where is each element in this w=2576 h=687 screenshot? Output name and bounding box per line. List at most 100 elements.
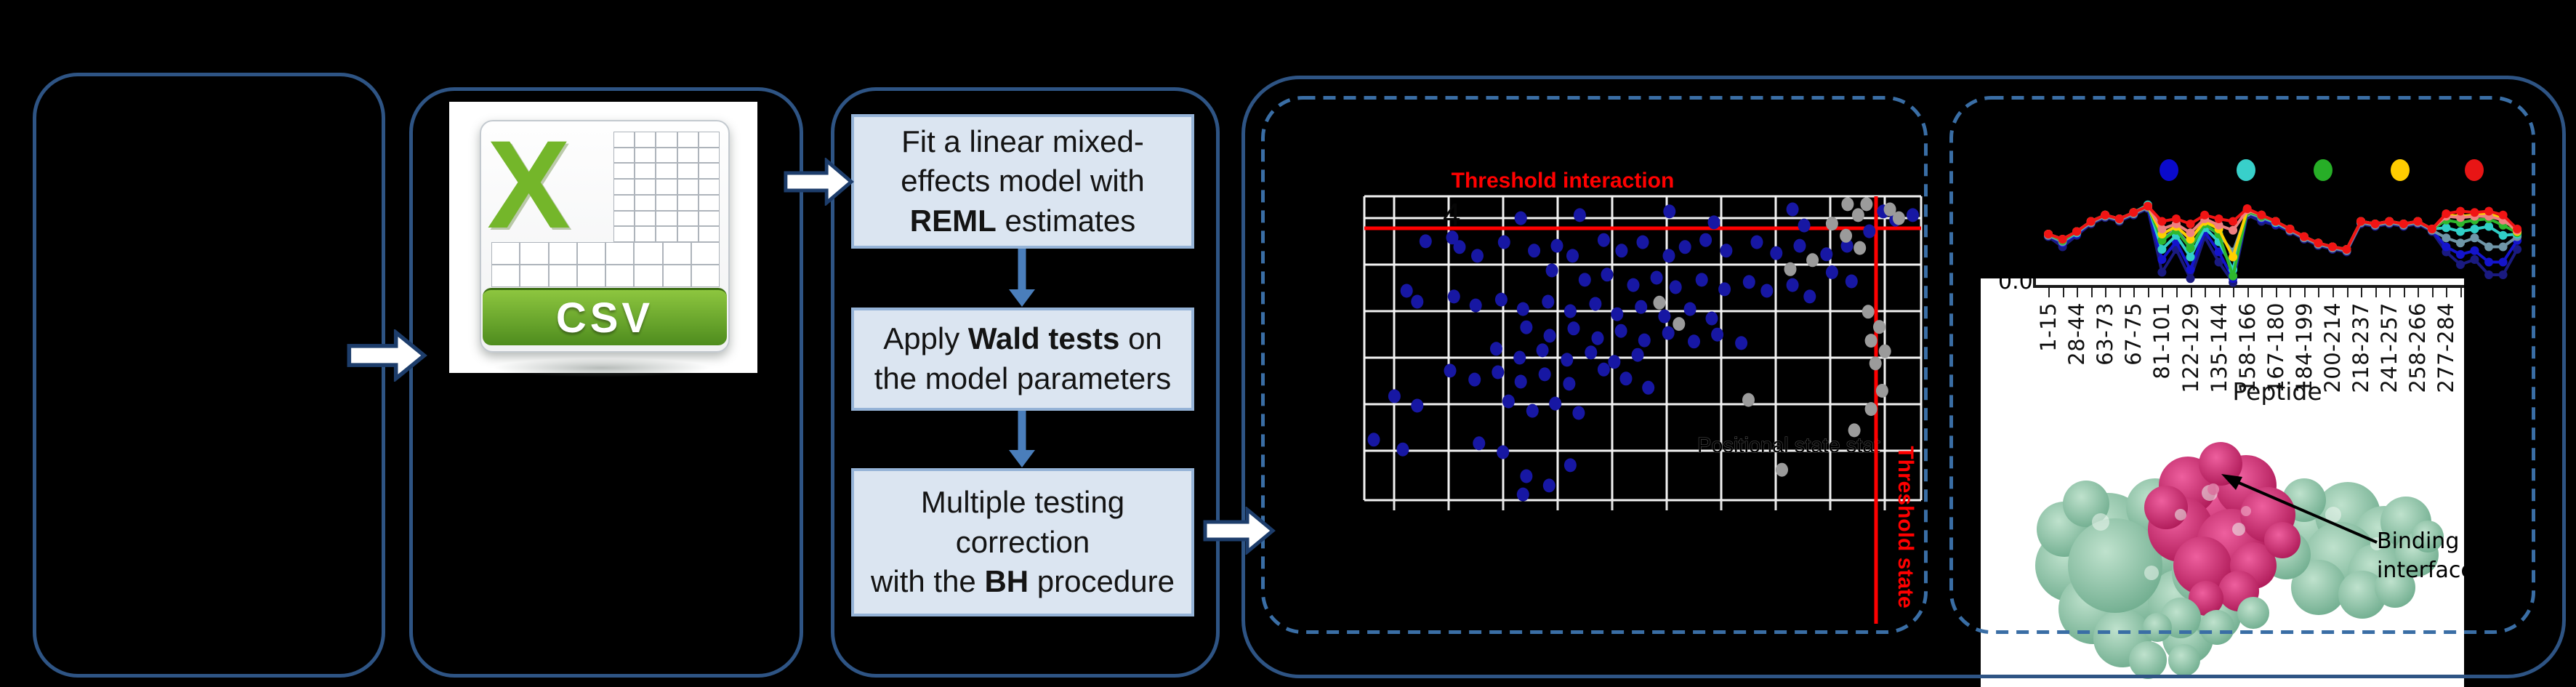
uptake-marker bbox=[2456, 227, 2465, 236]
grid-cell bbox=[634, 242, 663, 265]
grid-cell bbox=[656, 179, 677, 195]
grid-cell bbox=[691, 242, 720, 265]
uptake-marker bbox=[2157, 236, 2167, 245]
flow-step-bh-line2: correction bbox=[955, 524, 1090, 559]
grid-cell bbox=[698, 226, 720, 242]
grid-cell bbox=[613, 163, 635, 180]
x-axis-tick bbox=[2446, 288, 2448, 297]
scatter-point bbox=[1543, 329, 1556, 343]
scatter-point bbox=[1825, 217, 1838, 231]
uptake-marker bbox=[2456, 250, 2465, 259]
csv-icon-shadow bbox=[493, 358, 711, 377]
uptake-marker bbox=[2427, 225, 2436, 233]
scatter-point bbox=[1770, 246, 1783, 260]
uptake-marker bbox=[2470, 246, 2479, 255]
csv-image: X CSV bbox=[449, 102, 757, 377]
scatter-point bbox=[1883, 202, 1896, 217]
scatter-point bbox=[1567, 321, 1580, 336]
flow-step-reml-line3: REML estimates bbox=[909, 203, 1136, 238]
x-axis-tick bbox=[2261, 288, 2263, 297]
protein-lobe bbox=[2291, 560, 2346, 615]
scatter-point bbox=[1520, 469, 1533, 483]
scatter-point bbox=[1615, 244, 1628, 258]
protein-highlight bbox=[2207, 483, 2219, 495]
uptake-marker bbox=[2456, 206, 2465, 216]
legend-dot bbox=[2465, 159, 2484, 181]
uptake-marker bbox=[2442, 242, 2451, 252]
grid-cell bbox=[691, 265, 720, 287]
scatter-point bbox=[1853, 241, 1867, 255]
protein-lobe bbox=[2237, 597, 2269, 629]
stats-flow-box bbox=[831, 87, 1220, 678]
uptake-marker bbox=[2498, 230, 2508, 240]
x-axis-tick bbox=[2333, 288, 2334, 297]
scatter-point bbox=[1471, 249, 1484, 263]
x-axis-tick bbox=[2105, 288, 2107, 297]
spreadsheet-grid-icon bbox=[613, 132, 720, 242]
scatter-point bbox=[1699, 233, 1712, 247]
scatter-point bbox=[1526, 403, 1539, 418]
uptake-marker bbox=[2498, 257, 2508, 267]
grid-cell bbox=[613, 210, 635, 227]
grid-cell bbox=[635, 163, 656, 180]
x-axis-tick bbox=[2090, 288, 2093, 297]
scatter-point bbox=[1563, 458, 1577, 473]
scatter-point bbox=[1542, 478, 1555, 493]
scatter-point bbox=[1597, 233, 1610, 247]
scatter-point bbox=[1563, 377, 1576, 391]
flow-step-wald-line2: the model parameters bbox=[874, 361, 1172, 395]
uptake-marker bbox=[2229, 217, 2238, 226]
uptake-marker bbox=[2328, 242, 2337, 252]
scatter-point bbox=[1878, 344, 1891, 358]
uptake-marker bbox=[2370, 220, 2380, 228]
uptake-marker bbox=[2200, 210, 2210, 220]
uptake-marker bbox=[2484, 242, 2494, 252]
scatter-point bbox=[1673, 317, 1686, 332]
scatter-title: Threshold interaction bbox=[1452, 169, 1675, 193]
scatter-point bbox=[1864, 334, 1877, 348]
x-axis-tick bbox=[2133, 288, 2136, 297]
scatter-point bbox=[1907, 208, 1919, 222]
scatter-point bbox=[1549, 396, 1562, 411]
x-axis-tick bbox=[2275, 288, 2277, 297]
uptake-marker bbox=[2114, 214, 2124, 223]
x-axis-tick bbox=[2062, 288, 2064, 297]
scatter-point bbox=[1545, 263, 1558, 278]
x-axis-line bbox=[2033, 285, 2464, 288]
scatter-point bbox=[1469, 298, 1482, 313]
scatter-point bbox=[1650, 270, 1663, 285]
scatter-point bbox=[1473, 436, 1486, 451]
scatter-point bbox=[1695, 273, 1708, 287]
flow-step-reml-line1: Fit a linear mixed- bbox=[901, 124, 1144, 158]
flow-connector-arrow-1 bbox=[1009, 249, 1035, 307]
legend-dots bbox=[2160, 159, 2484, 181]
uptake-marker bbox=[2072, 227, 2082, 236]
uptake-marker bbox=[2229, 252, 2238, 262]
uptake-marker bbox=[2442, 223, 2451, 233]
scatter-point bbox=[1848, 423, 1861, 438]
uptake-marker bbox=[2242, 204, 2252, 213]
scatter-points-interaction-points bbox=[1367, 202, 1919, 502]
scatter-point bbox=[1601, 268, 1614, 282]
uptake-marker bbox=[2314, 238, 2323, 248]
arrow-input-to-csv bbox=[347, 329, 427, 382]
uptake-marker bbox=[2456, 260, 2465, 269]
protein-lobe bbox=[2412, 521, 2444, 553]
scatter-point bbox=[1566, 249, 1579, 263]
grid-cell bbox=[677, 194, 699, 211]
scatter-point bbox=[1735, 336, 1748, 350]
x-axis-tick bbox=[2233, 288, 2235, 297]
uptake-marker bbox=[2143, 201, 2152, 211]
scatter-point bbox=[1453, 240, 1466, 254]
uptake-marker bbox=[2186, 235, 2195, 244]
uptake-marker bbox=[2442, 209, 2451, 218]
scatter-point bbox=[1638, 333, 1651, 347]
scatter-point bbox=[1786, 202, 1799, 217]
flow-connector-arrow-2 bbox=[1009, 411, 1035, 467]
uptake-marker bbox=[2413, 217, 2423, 226]
binding-interface-arrow-line bbox=[2238, 481, 2378, 544]
scatter-point bbox=[1516, 302, 1529, 316]
scatter-point bbox=[1627, 278, 1640, 292]
grid-cell bbox=[656, 132, 677, 148]
